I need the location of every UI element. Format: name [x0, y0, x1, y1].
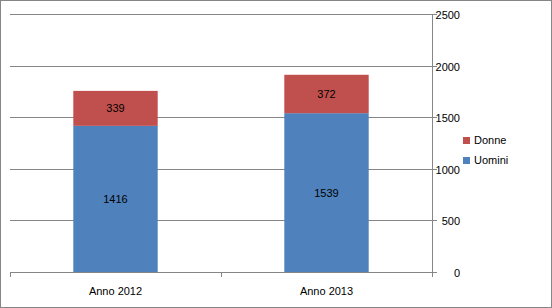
x-tick [221, 272, 222, 277]
y-tick-label: 2500 [436, 9, 460, 21]
bar-segment [73, 91, 157, 126]
data-label: 1539 [314, 187, 338, 199]
data-label: 372 [317, 88, 335, 100]
y-tick-label: 0 [454, 267, 460, 279]
chart-svg: 0 500 1000 1500 2000 2500 1416 339 1539 372 Anno 2… [0, 0, 552, 308]
legend-swatch [463, 157, 470, 164]
bar-segment [284, 75, 368, 113]
y-axis [432, 14, 433, 272]
chart-border [1, 1, 552, 308]
legend-label: Uomini [474, 154, 508, 166]
y-tick-label: 1000 [436, 164, 460, 176]
grid-line [10, 66, 432, 67]
grid-line [10, 14, 432, 15]
legend-label: Donne [474, 134, 506, 146]
y-tick-label: 2000 [436, 61, 460, 73]
data-label: 1416 [103, 193, 127, 205]
y-tick-label: 500 [442, 215, 460, 227]
x-tick-label: Anno 2012 [89, 285, 142, 297]
legend-swatch [463, 137, 470, 144]
data-label: 339 [106, 102, 124, 114]
bar-segment [73, 126, 157, 272]
x-tick-label: Anno 2013 [300, 285, 353, 297]
y-tick-label: 1500 [436, 112, 460, 124]
x-tick [432, 272, 433, 277]
bar-segment [284, 113, 368, 272]
x-tick [10, 272, 11, 277]
chart-container: 0 500 1000 1500 2000 2500 1416 339 1539 372 Anno 2… [0, 0, 552, 308]
bars [73, 75, 368, 272]
